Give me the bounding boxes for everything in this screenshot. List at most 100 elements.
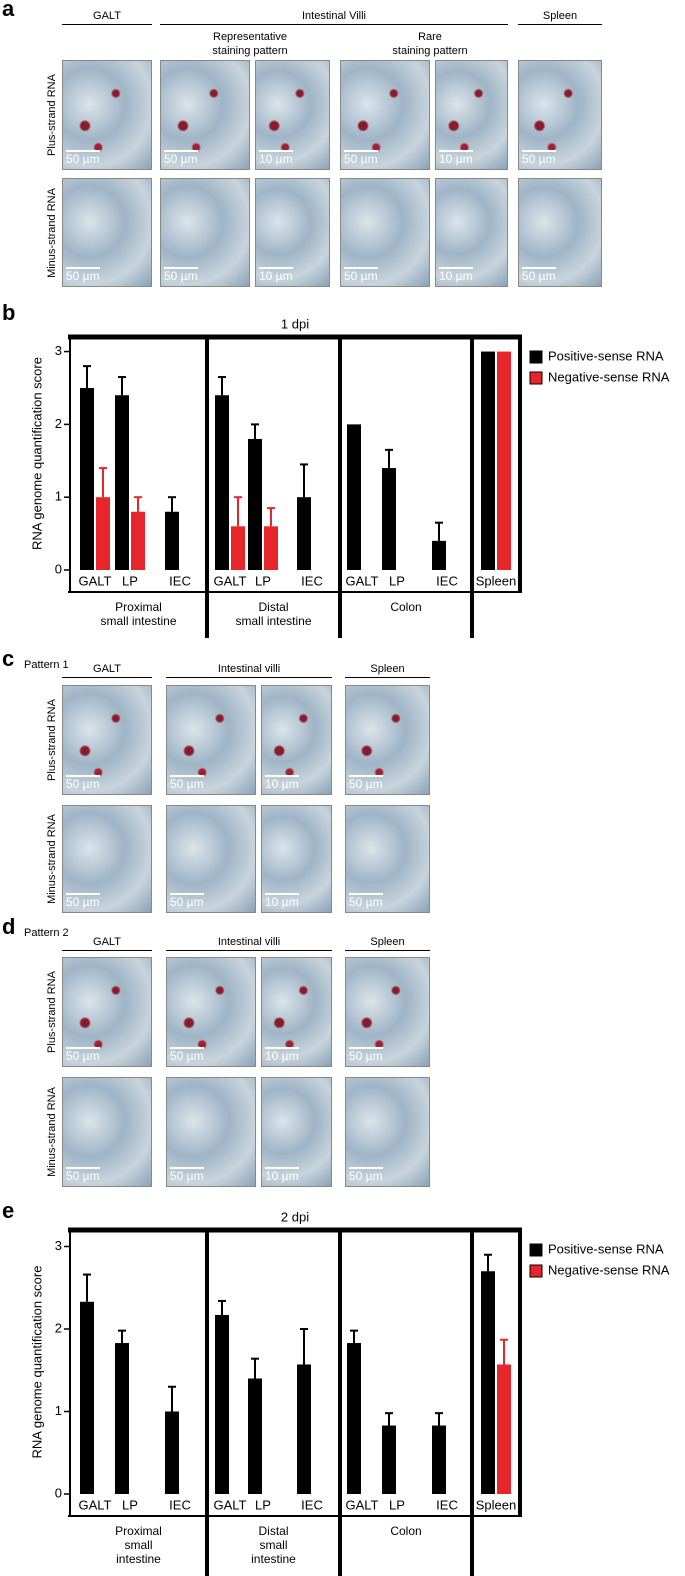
scale-bar-label: 50 µm <box>164 150 198 166</box>
bar <box>115 395 129 570</box>
x-tick-label: Spleen <box>476 573 516 588</box>
scale-bar-label: 50 µm <box>170 893 204 909</box>
bar-chart: 2 dpi RNA genome quantification score 0 1 2 3… <box>29 1209 670 1576</box>
scale-bar-label: 50 µm <box>66 893 100 909</box>
panel-letter: c <box>2 646 15 671</box>
scale-bar-label: 50 µm <box>66 1047 100 1063</box>
bar <box>165 1411 179 1494</box>
scale-bar-label: 50 µm <box>344 267 378 283</box>
column-header: Spleen <box>345 663 430 678</box>
row-label: Plus-strand RNA <box>46 74 58 156</box>
scale-bar-label: 50 µm <box>66 775 100 791</box>
scale-bar-label: 10 µm <box>265 775 299 791</box>
column-header: Spleen <box>345 936 430 951</box>
bar <box>231 526 245 570</box>
x-tick-label: GALT <box>346 573 379 588</box>
scale-bar-label: 50 µm <box>66 267 100 283</box>
column-header: Intestinal villi <box>166 663 332 678</box>
bar <box>96 497 110 570</box>
bar <box>481 351 495 570</box>
bar <box>382 468 396 570</box>
scale-bar-label: 50 µm <box>170 775 204 791</box>
bar <box>347 1343 361 1494</box>
x-tick-label: LP <box>255 1497 271 1512</box>
bar <box>215 395 229 570</box>
micrograph <box>261 805 332 913</box>
micrograph <box>166 805 256 913</box>
group-label: Distal small intestine <box>235 600 312 628</box>
row-label: Minus-strand RNA <box>46 814 58 904</box>
micrograph <box>62 805 152 913</box>
bar <box>115 1343 129 1494</box>
micrograph <box>255 60 330 170</box>
bar <box>297 1364 311 1494</box>
scale-bar-label: 10 µm <box>259 267 293 283</box>
x-tick-label: GALT <box>214 1497 247 1512</box>
bar <box>80 1301 94 1494</box>
y-tick-label: 3 <box>55 343 62 358</box>
x-tick-label: GALT <box>346 1497 379 1512</box>
y-tick-label: 0 <box>55 561 62 576</box>
row-label: Minus-strand RNA <box>46 1087 58 1177</box>
scale-bar-label: 50 µm <box>349 775 383 791</box>
scale-bar-label: 50 µm <box>164 267 198 283</box>
x-tick-label: IEC <box>169 1497 191 1512</box>
scale-bar-label: 10 µm <box>439 150 473 166</box>
x-tick-label: IEC <box>436 1497 458 1512</box>
legend-swatch <box>529 1243 543 1257</box>
bar <box>432 1425 446 1494</box>
x-tick-label: LP <box>122 1497 138 1512</box>
scale-bar-label: 10 µm <box>265 893 299 909</box>
scale-bar-label: 50 µm <box>349 1047 383 1063</box>
x-tick-label: GALT <box>214 573 247 588</box>
bar <box>165 511 179 570</box>
panel-letter: e <box>2 1198 15 1223</box>
legend-swatch <box>529 350 543 364</box>
bar <box>497 1364 511 1494</box>
legend-label: Negative-sense RNA <box>548 1262 670 1277</box>
pattern-label: Pattern 1 <box>24 659 69 671</box>
row-label: Plus-strand RNA <box>46 971 58 1053</box>
column-subheader: Representative staining pattern <box>212 31 288 57</box>
row-label: Plus-strand RNA <box>46 699 58 781</box>
column-header: Intestinal villi <box>166 936 332 951</box>
group-label: Colon <box>390 600 422 614</box>
micrograph <box>345 685 430 795</box>
x-tick-label: LP <box>389 573 405 588</box>
panel-letter: a <box>2 0 15 21</box>
x-tick-label: GALT <box>79 1497 112 1512</box>
group-label: Proximal small intestine <box>100 600 177 628</box>
scale-bar-label: 10 µm <box>265 1167 299 1183</box>
chart-title: 2 dpi <box>281 1209 309 1224</box>
scale-bar-label: 10 µm <box>439 267 473 283</box>
scale-bar-label: 10 µm <box>259 150 293 166</box>
bar <box>481 1271 495 1494</box>
group-label: Proximal small intestine <box>115 1524 162 1566</box>
x-tick-label: Spleen <box>476 1497 516 1512</box>
scale-bar-label: 50 µm <box>170 1167 204 1183</box>
y-tick-label: 3 <box>55 1238 62 1253</box>
scale-bar-label: 50 µm <box>522 267 556 283</box>
panel-letter: d <box>2 914 16 939</box>
panel-letter: b <box>2 300 16 325</box>
y-axis-label: RNA genome quantification score <box>29 1266 44 1459</box>
bar-chart: 1 dpi RNA genome quantification score 0 1 2 3… <box>29 316 670 638</box>
legend-label: Negative-sense RNA <box>548 369 670 384</box>
scale-bar-label: 50 µm <box>170 1047 204 1063</box>
scale-bar-label: 50 µm <box>344 150 378 166</box>
chart-title: 1 dpi <box>281 316 309 331</box>
bar <box>497 351 511 570</box>
x-tick-label: LP <box>122 573 138 588</box>
bar <box>264 526 278 570</box>
legend-label: Positive-sense RNA <box>548 348 664 363</box>
column-header: Intestinal Villi <box>160 10 508 25</box>
y-tick-label: 2 <box>55 1320 62 1335</box>
scale-bar-label: 50 µm <box>522 150 556 166</box>
y-tick-label: 2 <box>55 416 62 431</box>
x-tick-label: IEC <box>436 573 458 588</box>
x-tick-label: IEC <box>301 573 323 588</box>
bar <box>248 438 262 570</box>
column-header: GALT <box>62 936 152 951</box>
column-header: GALT <box>62 663 152 678</box>
bar <box>131 511 145 570</box>
